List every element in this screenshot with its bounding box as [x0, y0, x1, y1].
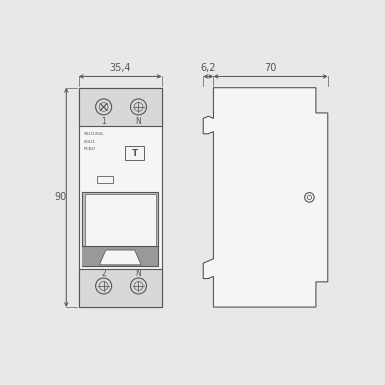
Circle shape: [95, 99, 112, 115]
Text: 2: 2: [101, 269, 106, 278]
Text: 90: 90: [55, 192, 67, 203]
Bar: [97, 176, 113, 183]
Text: T: T: [132, 149, 138, 158]
Circle shape: [131, 278, 147, 294]
Circle shape: [307, 195, 311, 199]
Circle shape: [305, 192, 314, 202]
Text: N: N: [136, 269, 141, 278]
Text: N: N: [136, 117, 141, 126]
Text: 6,2: 6,2: [201, 63, 216, 73]
Bar: [79, 88, 162, 126]
Text: 70: 70: [264, 63, 277, 73]
Text: 6GU1: 6GU1: [84, 140, 95, 144]
Bar: [79, 269, 162, 307]
Bar: [82, 192, 158, 266]
Circle shape: [99, 281, 108, 290]
Text: 35,4: 35,4: [109, 63, 131, 73]
Text: RCBO: RCBO: [84, 147, 95, 151]
Circle shape: [95, 278, 112, 294]
Circle shape: [99, 102, 108, 111]
Circle shape: [134, 281, 143, 290]
Bar: [85, 194, 156, 246]
Text: 5SU1356-: 5SU1356-: [84, 132, 105, 136]
Circle shape: [131, 99, 147, 115]
Polygon shape: [203, 88, 328, 307]
Bar: [125, 146, 144, 160]
Circle shape: [134, 102, 143, 111]
Bar: [79, 88, 162, 307]
Text: 1: 1: [101, 117, 106, 126]
Polygon shape: [99, 250, 141, 265]
Bar: [82, 246, 158, 266]
